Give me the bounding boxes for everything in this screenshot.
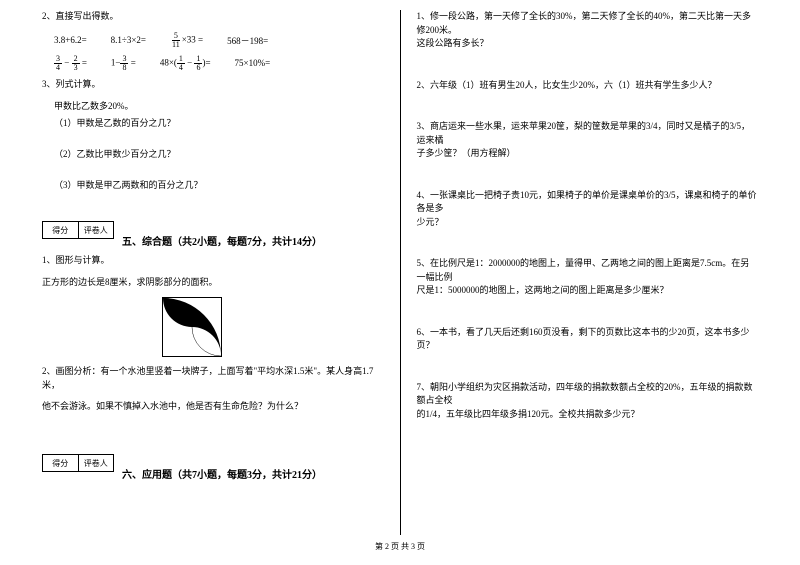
score-box-5: 得分 评卷人 (42, 221, 114, 239)
eq: 8.1÷3×2= (111, 35, 146, 45)
r-q4-l2: 少元？ (417, 216, 759, 230)
score-label: 得分 (43, 455, 79, 471)
r-q5-l1: 5、在比例尺是1：2000000的地图上，量得甲、乙两地之间的图上距离是7.5c… (417, 257, 759, 284)
r-q3-l2: 子多少筐？（用方程解） (417, 147, 759, 161)
r-q1-l2: 这段公路有多长？ (417, 37, 759, 51)
score-label: 得分 (43, 222, 79, 238)
r-q2: 2、六年级（1）班有男生20人，比女生少20%，六（1）班共有学生多少人？ (417, 79, 759, 93)
r-q6: 6、一本书，看了几天后还剩160页没看，剩下的页数比这本书的少20页，这本书多少… (417, 326, 759, 353)
r-q7: 7、朝阳小学组织为灾区捐款活动，四年级的捐款数额占全校的20%，五年级的捐款数额… (417, 381, 759, 422)
r-q5-l2: 尺是1：5000000的地图上，这两地之间的图上距离是多少厘米？ (417, 284, 759, 298)
eq: 34 − 23 = (54, 55, 87, 72)
r-q3-l1: 3、商店运来一些水果，运来苹果20筐，梨的筐数是苹果的3/4，同时又是橘子的3/… (417, 120, 759, 147)
r-q2-l1: 2、六年级（1）班有男生20人，比女生少20%，六（1）班共有学生多少人？ (417, 79, 759, 93)
r-q4-l1: 4、一张课桌比一把椅子贵10元，如果椅子的单价是课桌单价的3/5，课桌和椅子的单… (417, 189, 759, 216)
q2-row2: 34 − 23 = 1−38 = 48×(14 − 16)= 75×10%= (54, 55, 384, 72)
r-q7-l1: 7、朝阳小学组织为灾区捐款活动，四年级的捐款数额占全校的20%，五年级的捐款数额… (417, 381, 759, 408)
eq: 48×(14 − 16)= (160, 55, 211, 72)
r-q7-l2: 的1/4，五年级比四年级多捐120元。全校共捐款多少元？ (417, 408, 759, 422)
q3-subtitle: 甲数比乙数多20%。 (54, 99, 384, 112)
eq: 75×10%= (235, 58, 271, 68)
eq: 1−38 = (111, 55, 136, 72)
q3-s2: （2）乙数比甲数少百分之几？ (54, 147, 384, 160)
left-column: 2、直接写出得数。 3.8+6.2= 8.1÷3×2= 511×33 = 568… (30, 10, 396, 535)
q5-2-l1: 2、画图分析：有一个水池里竖着一块牌子，上面写着"平均水深1.5米"。某人身高1… (42, 365, 384, 392)
grader-label: 评卷人 (79, 455, 114, 471)
shape-figure (162, 297, 222, 357)
q2-title: 2、直接写出得数。 (42, 10, 384, 24)
right-column: 1、修一段公路，第一天修了全长的30%，第二天修了全长的40%，第二天比第一天多… (405, 10, 771, 535)
r-q1: 1、修一段公路，第一天修了全长的30%，第二天修了全长的40%，第二天比第一天多… (417, 10, 759, 51)
q5-1-l2: 正方形的边长是8厘米，求阴影部分的面积。 (42, 276, 384, 290)
q3-s3: （3）甲数是甲乙两数和的百分之几？ (54, 178, 384, 191)
r-q4: 4、一张课桌比一把椅子贵10元，如果椅子的单价是课桌单价的3/5，课桌和椅子的单… (417, 189, 759, 230)
q5-2-l2: 他不会游泳。如果不慎掉入水池中，他是否有生命危险？为什么？ (42, 400, 384, 414)
r-q6-l1: 6、一本书，看了几天后还剩160页没看，剩下的页数比这本书的少20页，这本书多少… (417, 326, 759, 353)
q2-row1: 3.8+6.2= 8.1÷3×2= 511×33 = 568－198= (54, 32, 384, 49)
page-footer: 第 2 页 共 3 页 (0, 535, 800, 552)
q5-1-l1: 1、图形与计算。 (42, 254, 384, 268)
r-q3: 3、商店运来一些水果，运来苹果20筐，梨的筐数是苹果的3/4，同时又是橘子的3/… (417, 120, 759, 161)
r-q1-l1: 1、修一段公路，第一天修了全长的30%，第二天修了全长的40%，第二天比第一天多… (417, 10, 759, 37)
r-q5: 5、在比例尺是1：2000000的地图上，量得甲、乙两地之间的图上距离是7.5c… (417, 257, 759, 298)
score-box-6: 得分 评卷人 (42, 454, 114, 472)
q3-s1: （1）甲数是乙数的百分之几？ (54, 116, 384, 129)
eq: 3.8+6.2= (54, 35, 87, 45)
section-6-header: 六、应用题（共7小题，每题3分，共计21分） (122, 466, 384, 481)
eq: 568－198= (227, 34, 268, 47)
column-divider (400, 10, 401, 535)
grader-label: 评卷人 (79, 222, 114, 238)
q3-title: 3、列式计算。 (42, 78, 384, 92)
section-5-header: 五、综合题（共2小题，每题7分，共计14分） (122, 233, 384, 248)
eq: 511×33 = (170, 32, 203, 49)
